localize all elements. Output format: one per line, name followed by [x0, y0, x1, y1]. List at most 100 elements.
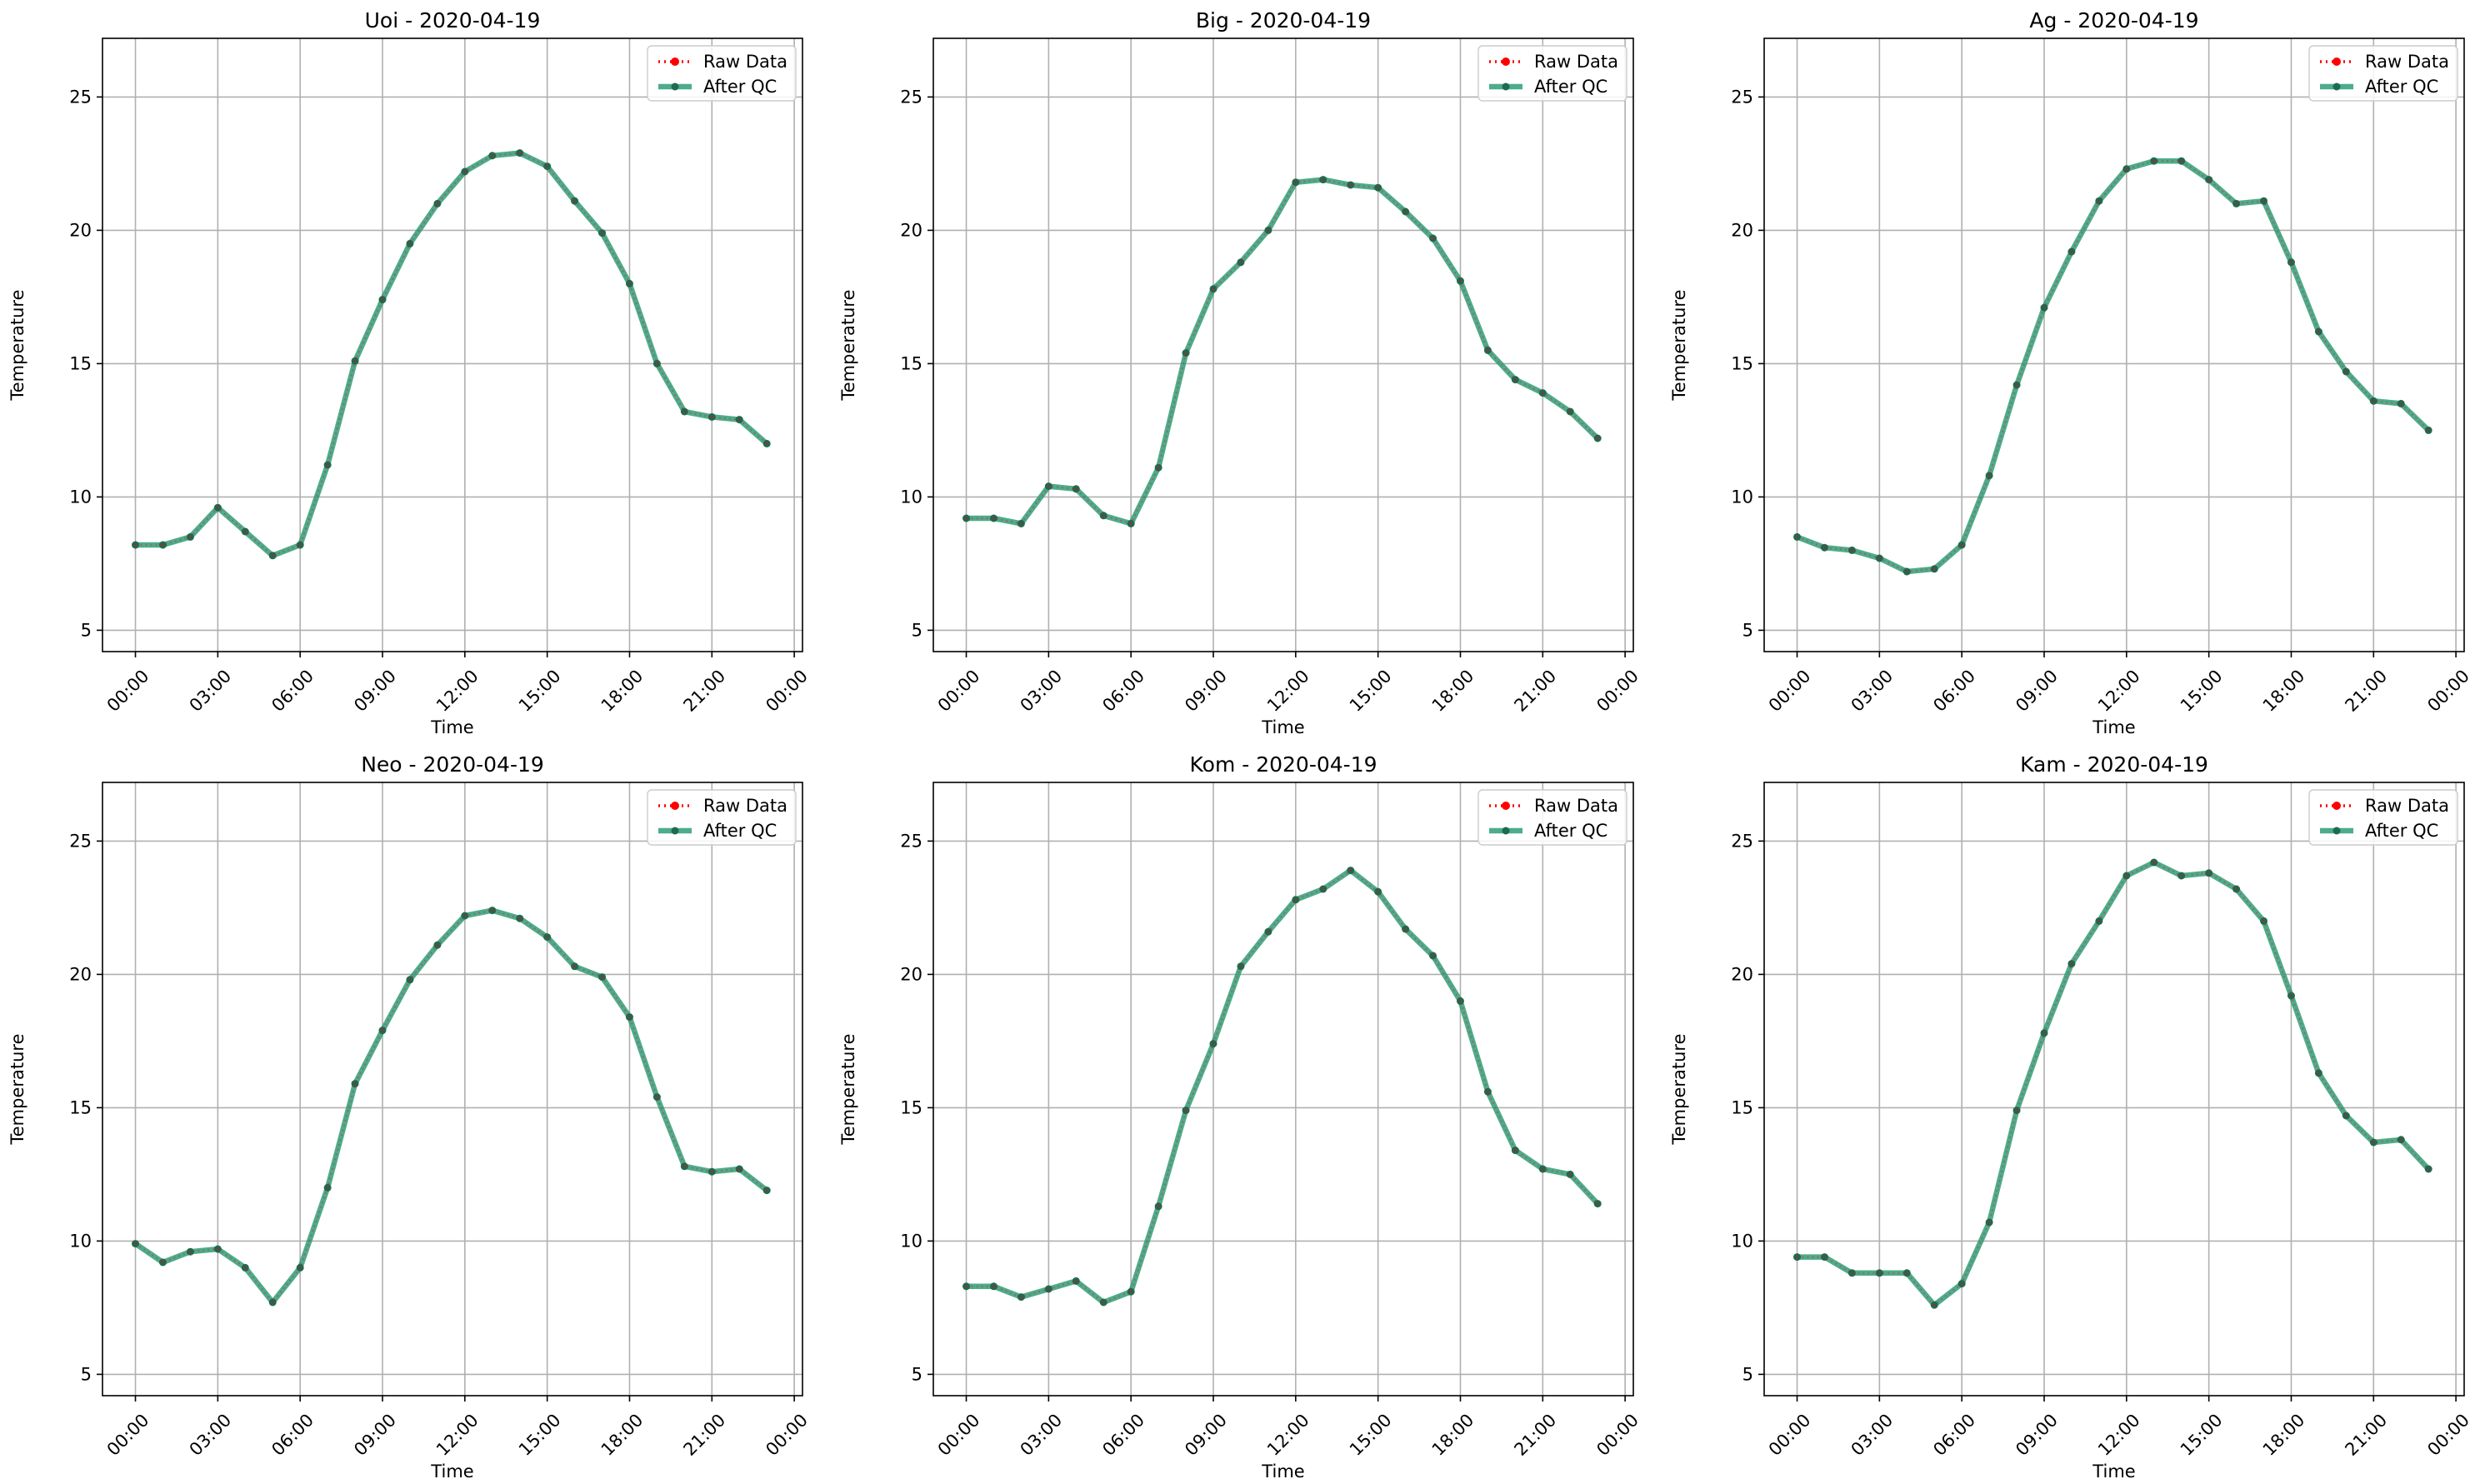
point-after-qc [241, 527, 249, 536]
point-after-qc [296, 1263, 304, 1272]
point-raw-data [1266, 930, 1270, 934]
point-raw-data [435, 202, 439, 206]
point-raw-data [2015, 383, 2019, 387]
point-raw-data [2234, 202, 2238, 206]
point-raw-data [161, 543, 165, 547]
point-raw-data [2317, 1071, 2321, 1075]
point-raw-data [2042, 1031, 2046, 1035]
point-after-qc [2095, 197, 2103, 205]
y-tick-label: 20 [1731, 220, 1753, 240]
y-tick-label: 5 [81, 620, 92, 640]
point-raw-data [710, 415, 714, 419]
legend-raw-marker [671, 57, 679, 66]
point-raw-data [1212, 287, 1215, 291]
y-tick-label: 10 [69, 487, 92, 507]
point-raw-data [243, 530, 248, 533]
point-after-qc [1347, 867, 1355, 875]
point-after-qc [1958, 541, 1966, 549]
point-raw-data [408, 242, 412, 246]
x-tick-label: 06:00 [1098, 666, 1148, 716]
point-after-qc [1017, 519, 1025, 527]
point-after-qc [652, 359, 661, 367]
y-tick-label: 5 [912, 620, 922, 640]
point-raw-data [271, 553, 275, 557]
point-after-qc [1319, 885, 1328, 893]
point-after-qc [1072, 1277, 1080, 1285]
axes-frame [102, 37, 803, 652]
series-line-raw-data [966, 178, 1598, 525]
y-tick-label: 20 [69, 220, 92, 240]
point-after-qc [1848, 546, 1856, 554]
point-raw-data [1960, 1282, 1964, 1286]
legend-raw-marker [1502, 802, 1510, 810]
point-raw-data [1486, 348, 1490, 352]
x-tick-label: 00:00 [1765, 666, 1815, 716]
x-tick-label: 18:00 [1428, 666, 1478, 716]
legend-qc-label: After QC [703, 821, 777, 841]
point-raw-data [2427, 1167, 2431, 1171]
x-tick-label: 18:00 [598, 1410, 648, 1460]
x-tick-label: 00:00 [1765, 1410, 1815, 1460]
point-after-qc [1930, 1301, 1938, 1309]
point-raw-data [1184, 1108, 1188, 1112]
legend-qc-marker [1502, 827, 1510, 835]
point-after-qc [708, 1167, 716, 1176]
point-after-qc [2040, 1029, 2048, 1037]
point-raw-data [1850, 548, 1854, 552]
x-axis-label: Time [1261, 1462, 1304, 1482]
point-raw-data [2372, 1141, 2376, 1144]
point-raw-data [298, 543, 302, 547]
chart-title: Ag - 2020-04-19 [2029, 8, 2198, 32]
point-raw-data [1905, 1271, 1909, 1275]
point-after-qc [962, 514, 971, 522]
x-tick-label: 18:00 [598, 666, 648, 716]
point-raw-data [161, 1261, 165, 1264]
point-raw-data [2289, 260, 2293, 264]
point-after-qc [1237, 258, 1245, 267]
point-raw-data [2069, 962, 2073, 966]
point-raw-data [2179, 874, 2183, 877]
series-line-after-qc [1797, 859, 2431, 1308]
point-raw-data [1238, 260, 1242, 264]
point-after-qc [1566, 1170, 1574, 1178]
point-after-qc [1848, 1269, 1856, 1277]
point-raw-data [1293, 897, 1298, 902]
point-after-qc [1154, 1202, 1162, 1211]
legend-qc-label: After QC [1534, 77, 1608, 97]
point-after-qc [989, 1282, 998, 1291]
point-after-qc [1347, 181, 1355, 189]
point-after-qc [1237, 962, 1245, 971]
y-tick-label: 25 [69, 831, 92, 851]
chart-panel-3: 00:00 03:00 06:00 09:00 12:00 15:00 18:00 21:00… [1669, 8, 2473, 737]
point-after-qc [2205, 176, 2213, 184]
point-after-qc [1456, 277, 1464, 285]
point-after-qc [406, 239, 414, 247]
point-after-qc [1820, 543, 1828, 552]
x-tick-label: 06:00 [268, 666, 318, 716]
point-after-qc [1902, 1269, 1911, 1277]
legend-raw-marker [1502, 57, 1510, 66]
x-tick-label: 15:00 [1346, 666, 1396, 716]
y-axis-label: Temperature [838, 289, 858, 401]
point-raw-data [243, 1266, 248, 1270]
point-after-qc [1456, 997, 1464, 1005]
point-after-qc [1182, 1107, 1190, 1115]
point-after-qc [2287, 258, 2295, 267]
x-tick-label: 03:00 [186, 666, 236, 716]
point-raw-data [1047, 1287, 1051, 1291]
point-after-qc [1154, 463, 1162, 472]
point-raw-data [518, 917, 522, 921]
x-tick-label: 09:00 [350, 666, 400, 716]
x-tick-label: 15:00 [2177, 1410, 2227, 1460]
point-raw-data [2152, 861, 2156, 864]
axes-frame [102, 782, 803, 1397]
point-after-qc [461, 167, 469, 176]
legend-qc-marker [2332, 827, 2341, 835]
x-tick-label: 09:00 [1181, 666, 1231, 716]
point-after-qc [1511, 1147, 1519, 1155]
legend: Raw Data After QC [2308, 45, 2458, 102]
legend-raw-label: Raw Data [703, 796, 788, 816]
point-raw-data [1458, 279, 1462, 283]
axes-frame [932, 37, 1634, 652]
x-tick-label: 03:00 [186, 1410, 236, 1460]
